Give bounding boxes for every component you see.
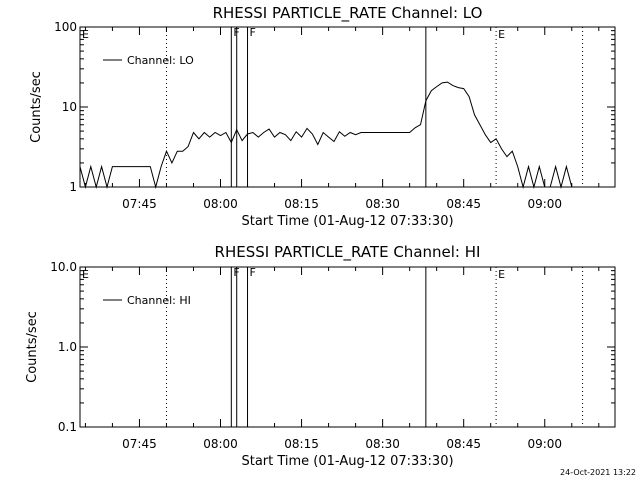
edge-marker-label: E <box>82 28 89 41</box>
y-tick-label: 1.0 <box>58 340 77 354</box>
x-tick-label: 08:30 <box>365 437 400 451</box>
x-tick-label: 08:30 <box>365 197 400 211</box>
y-tick-label: 10 <box>62 100 77 114</box>
series-line <box>79 81 615 189</box>
event-marker-label: F <box>250 266 256 279</box>
x-tick-label: 07:45 <box>122 197 157 211</box>
plot-frame <box>79 26 616 188</box>
x-tick-label: 08:15 <box>284 437 319 451</box>
lo-channel-panel: RHESSI PARTICLE_RATE Channel: LO 1 10 100 07… <box>29 4 616 229</box>
y-tick-label: 10.0 <box>50 260 77 274</box>
x-tick-label: 09:00 <box>527 437 562 451</box>
plot-frame <box>79 266 616 428</box>
edge-marker-label: E <box>498 28 505 41</box>
y-axis-label: Counts/sec <box>29 71 44 143</box>
y-tick-label: 100 <box>54 20 77 34</box>
legend-label: Channel: LO <box>127 54 194 67</box>
x-tick-label: 07:45 <box>122 437 157 451</box>
x-tick-label: 08:15 <box>284 197 319 211</box>
x-tick-label: 08:00 <box>203 437 238 451</box>
y-tick-label: 1 <box>69 180 77 194</box>
timestamp-footer: 24-Oct-2021 13:22 <box>560 468 636 477</box>
chart-title: RHESSI PARTICLE_RATE Channel: LO <box>213 4 483 23</box>
x-tick-label: 08:00 <box>203 197 238 211</box>
x-axis-label: Start Time (01-Aug-12 07:33:30) <box>241 214 453 229</box>
edge-marker-label: E <box>498 268 505 281</box>
edge-marker-label: E <box>82 268 89 281</box>
x-axis-label: Start Time (01-Aug-12 07:33:30) <box>241 454 453 469</box>
y-axis-label: Counts/sec <box>25 311 40 383</box>
x-tick-label: 09:00 <box>527 197 562 211</box>
hi-channel-panel: RHESSI PARTICLE_RATE Channel: HI 0.1 1.0 10… <box>25 243 616 469</box>
chart-title: RHESSI PARTICLE_RATE Channel: HI <box>215 243 481 262</box>
event-marker-label: F <box>250 26 256 39</box>
x-tick-label: 08:45 <box>446 197 481 211</box>
legend-label: Channel: HI <box>127 294 191 307</box>
x-tick-label: 08:45 <box>446 437 481 451</box>
y-tick-label: 0.1 <box>58 420 77 434</box>
